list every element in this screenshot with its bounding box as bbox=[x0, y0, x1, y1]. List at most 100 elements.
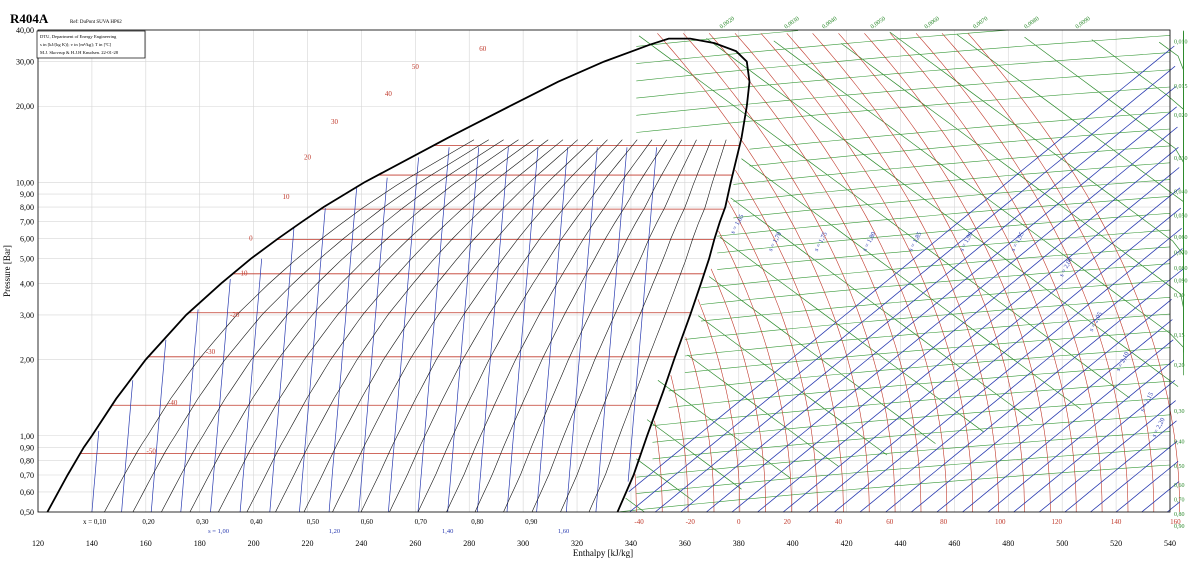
isentrope-line bbox=[731, 146, 1179, 513]
specific-volume-label: 0,080 bbox=[1174, 266, 1188, 272]
entropy-bottom-label: 1,40 bbox=[442, 528, 453, 535]
quality-label: x = 0,10 bbox=[83, 518, 107, 526]
temperature-bottom-label: 140 bbox=[1111, 518, 1122, 526]
isentrope-line bbox=[808, 207, 1182, 513]
x-tick-label: 540 bbox=[1164, 539, 1176, 548]
isentrope-line bbox=[654, 86, 1177, 513]
isotherm-superheat bbox=[710, 268, 766, 512]
temperature-bottom-label: 80 bbox=[940, 518, 948, 526]
quality-line bbox=[531, 139, 697, 513]
isotherm-superheat bbox=[786, 33, 999, 513]
specific-volume-line bbox=[717, 196, 1171, 237]
x-tick-label: 460 bbox=[948, 539, 960, 548]
y-tick-label: 0,70 bbox=[20, 471, 34, 480]
isentrope-line bbox=[962, 339, 1174, 513]
specific-volume-line bbox=[636, 458, 694, 501]
isentrope-line bbox=[1115, 460, 1179, 513]
isentrope-line bbox=[757, 167, 1180, 513]
quality-label: 0,30 bbox=[196, 518, 209, 526]
isentrope-line bbox=[506, 147, 539, 513]
specific-volume-line bbox=[730, 197, 1033, 422]
specific-volume-label: 0,010 bbox=[1174, 40, 1188, 46]
isentrope-line bbox=[629, 65, 1176, 513]
isentrope-line bbox=[911, 298, 1172, 513]
isotherm-superheat bbox=[838, 33, 1051, 512]
x-tick-label: 320 bbox=[571, 539, 583, 548]
entropy-label: s = 1,70 bbox=[767, 231, 783, 253]
quality-line bbox=[275, 139, 564, 513]
specific-volume-label: 0,050 bbox=[1174, 214, 1188, 220]
specific-volume-label: 0,0060 bbox=[924, 16, 941, 30]
isentrope-line bbox=[1039, 400, 1176, 513]
superheat-isotherm-lines bbox=[634, 33, 1180, 513]
info-line-1: DTU, Department of Energy Engineering bbox=[40, 34, 117, 40]
isentrope-line bbox=[885, 268, 1184, 513]
specific-volume-line bbox=[717, 229, 1171, 270]
isentrope-line bbox=[417, 147, 450, 513]
isotherm-superheat bbox=[890, 33, 1103, 513]
specific-volume-line bbox=[749, 111, 1171, 150]
quality-line bbox=[360, 139, 608, 513]
x-tick-label: 160 bbox=[140, 539, 152, 548]
isotherm-superheat bbox=[812, 33, 1025, 513]
saturation-dome bbox=[46, 37, 751, 513]
x-tick-label: 480 bbox=[1002, 539, 1014, 548]
entropy-label: s = 2,00 bbox=[1058, 256, 1074, 278]
specific-volume-line bbox=[684, 313, 1171, 357]
temperature-bottom-label: 20 bbox=[784, 518, 792, 526]
quality-line bbox=[303, 139, 578, 513]
isentrope-line bbox=[180, 309, 199, 513]
specific-volume-lines bbox=[620, 29, 1184, 513]
y-tick-label: 9,00 bbox=[20, 190, 34, 199]
specific-volume-line bbox=[636, 35, 1171, 82]
temperature-bottom-label: 60 bbox=[886, 518, 894, 526]
entropy-bottom-label: 1,20 bbox=[329, 528, 340, 535]
y-tick-label: 4,00 bbox=[20, 279, 34, 288]
entropy-label: s = 2,10 bbox=[1115, 351, 1131, 373]
x-tick-label: 260 bbox=[409, 539, 421, 548]
specific-volume-label: 0,15 bbox=[1174, 333, 1185, 339]
specific-volume-label: 0,80 bbox=[1174, 512, 1185, 518]
isentrope-line bbox=[706, 126, 1178, 513]
isotherm-label: 10 bbox=[282, 193, 290, 201]
specific-volume-label: 0,0030 bbox=[784, 16, 801, 30]
isotherm-label: 60 bbox=[479, 45, 487, 53]
y-tick-label: 20,00 bbox=[16, 102, 34, 111]
y-tick-label: 3,00 bbox=[20, 311, 34, 320]
specific-volume-label: 0,30 bbox=[1174, 409, 1185, 415]
isotherm-label: -20 bbox=[230, 311, 240, 319]
isotherm-label: 20 bbox=[304, 154, 312, 162]
x-tick-label: 140 bbox=[86, 539, 98, 548]
quality-label: 0,90 bbox=[525, 518, 538, 526]
isentrope-lines bbox=[91, 45, 1184, 513]
isotherm-superheat bbox=[708, 33, 922, 513]
entropy-label: s = 1,65 bbox=[729, 213, 745, 235]
x-tick-label: 520 bbox=[1110, 539, 1122, 548]
specific-volume-line bbox=[636, 30, 799, 47]
isotherm-superheat bbox=[657, 33, 870, 512]
isentrope-line bbox=[936, 319, 1173, 513]
isotherm-superheat bbox=[654, 420, 663, 512]
y-tick-label: 8,00 bbox=[20, 203, 34, 212]
specific-volume-line bbox=[668, 347, 1171, 392]
y-tick-label: 6,00 bbox=[20, 235, 34, 244]
y-axis-label: Pressure [Bar] bbox=[2, 245, 12, 297]
isentrope-line bbox=[447, 147, 480, 513]
y-tick-label: 1,00 bbox=[20, 432, 34, 441]
specific-volume-line bbox=[719, 236, 985, 433]
isentrope-line bbox=[834, 227, 1182, 513]
x-tick-label: 200 bbox=[248, 539, 260, 548]
quality-label: 0,20 bbox=[142, 518, 155, 526]
specific-volume-line bbox=[840, 43, 1184, 364]
isentrope-line bbox=[782, 187, 1181, 513]
entropy-label: s = 2,15 bbox=[1139, 391, 1155, 413]
x-tick-label: 500 bbox=[1056, 539, 1068, 548]
specific-volume-label: 0,0040 bbox=[821, 16, 838, 30]
isotherm-label: -40 bbox=[168, 399, 178, 407]
specific-volume-line bbox=[733, 179, 1171, 219]
isotherm-label: -10 bbox=[238, 269, 248, 277]
x-axis-label: Enthalpy [kJ/kg] bbox=[573, 548, 633, 558]
isentrope-line bbox=[150, 339, 167, 513]
quality-line bbox=[246, 139, 549, 513]
plot-frame bbox=[37, 29, 1171, 513]
